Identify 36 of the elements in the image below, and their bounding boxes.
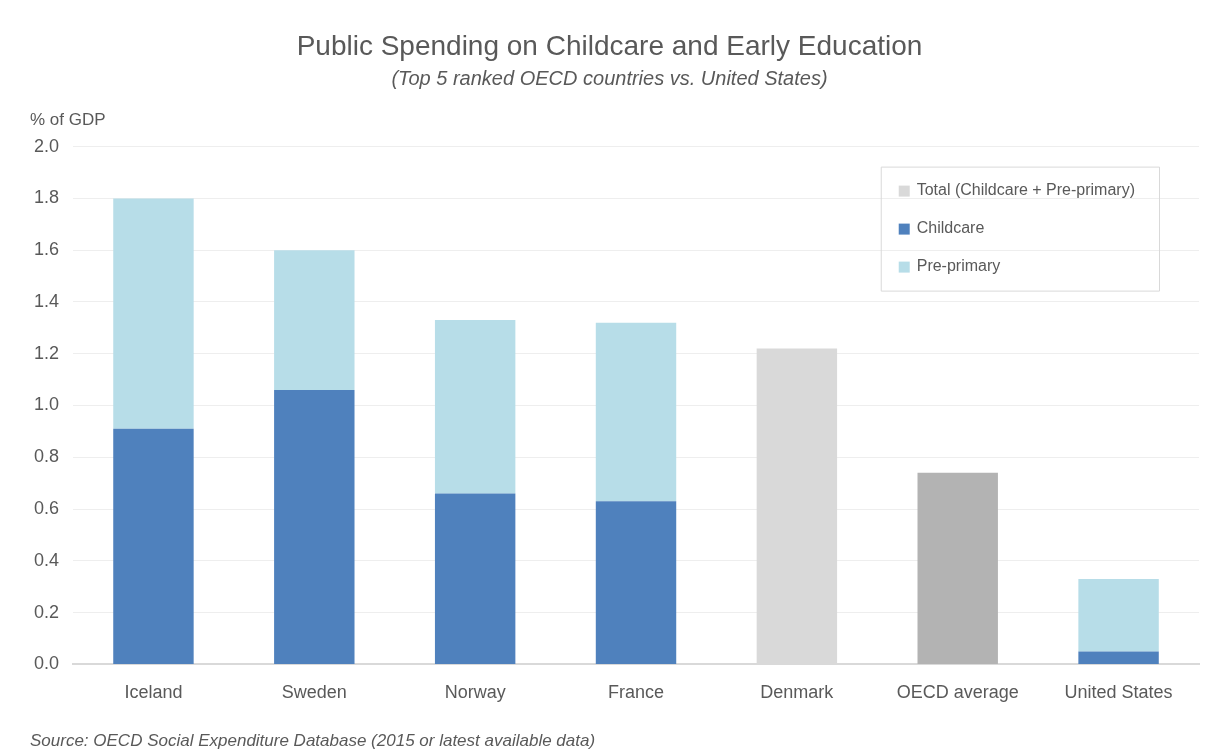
y-tick-label: 1.8: [33, 187, 60, 208]
y-tick-label: 1.0: [33, 394, 60, 415]
y-tick-label: 1.6: [33, 239, 60, 260]
x-tick-label: Norway: [444, 682, 506, 703]
bar: [595, 322, 677, 502]
y-tick-label: 0.2: [33, 601, 60, 622]
x-tick-label: Denmark: [760, 682, 835, 703]
x-tick-label: Iceland: [124, 682, 183, 703]
y-tick-label: 0.6: [33, 498, 60, 519]
x-tick-label: France: [608, 682, 665, 703]
legend-label: Childcare: [916, 219, 985, 237]
bar: [434, 493, 516, 664]
bar: [595, 501, 677, 664]
legend-label: Pre-primary: [916, 257, 1001, 275]
y-tick-label: 0.0: [33, 653, 60, 674]
legend-label: Total (Childcare + Pre-primary): [916, 181, 1135, 199]
x-tick-label: United States: [1064, 682, 1173, 703]
bar: [113, 428, 194, 664]
bar: [1078, 651, 1159, 664]
bar: [274, 389, 355, 664]
x-tick-label: OECD average: [896, 682, 1019, 703]
bar: [434, 320, 516, 494]
bar: [917, 472, 998, 664]
y-tick-label: 0.8: [33, 446, 60, 467]
bar: [113, 198, 194, 429]
bar: [1078, 578, 1159, 652]
x-tick-label: Sweden: [281, 682, 347, 703]
y-tick-label: 1.4: [33, 290, 60, 311]
chart-title: Public Spending on Childcare and Early Education: [296, 29, 923, 61]
source-note: Source: OECD Social Expenditure Database (2015 or latest available data): [30, 731, 596, 750]
bar: [274, 250, 355, 390]
y-tick-label: 1.2: [33, 342, 60, 363]
y-tick-label: 0.4: [33, 549, 60, 570]
y-tick-label: 2.0: [33, 135, 60, 156]
y-axis-title: % of GDP: [30, 109, 106, 129]
chart-subtitle: (Top 5 ranked OECD countries vs. United States): [391, 67, 828, 90]
